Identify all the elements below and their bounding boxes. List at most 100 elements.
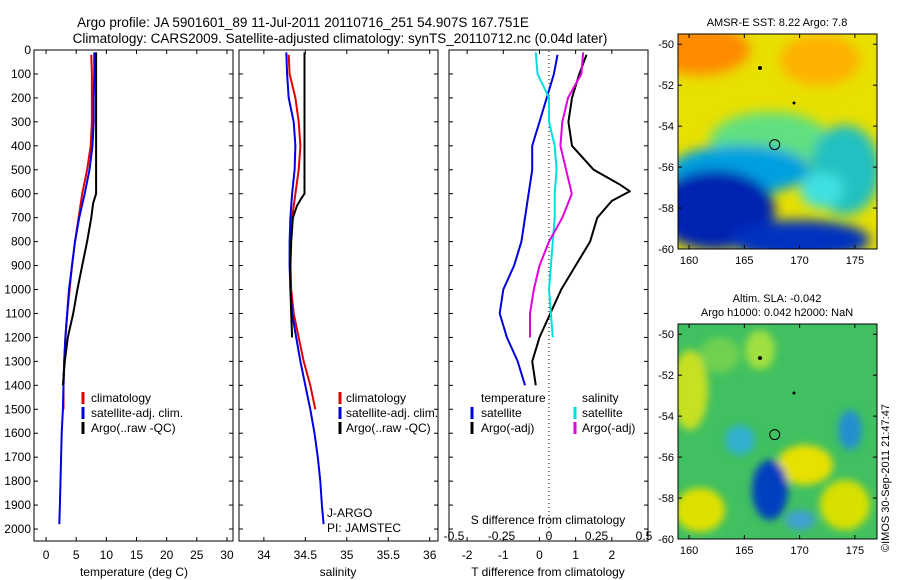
temperature-series (58, 52, 98, 525)
legend-group-salinity: salinity (582, 391, 619, 405)
sla-field (678, 324, 877, 539)
x-tick-label: 25 (190, 548, 204, 562)
x-tick-label: 34 (257, 548, 271, 562)
depth-tick-label: 200 (11, 91, 31, 105)
sst-eddy (800, 172, 844, 208)
map-y-tick-label: -60 (658, 534, 674, 546)
map-y-tick-label: -54 (658, 411, 674, 423)
sla-float-track-1 (758, 356, 762, 360)
sla-map-title: Altim. SLA: -0.042 (733, 293, 822, 305)
depth-tick-label: 1100 (5, 306, 31, 320)
map-y-tick-label: -52 (658, 80, 674, 92)
sst-cold-south (730, 220, 870, 249)
map-x-tick-label: 175 (846, 255, 864, 267)
series-line-argo (531, 54, 631, 386)
depth-tick-label: 600 (11, 187, 31, 201)
sst-map-frame (677, 33, 878, 250)
series-line-argo (289, 52, 306, 338)
sst-map-title: AMSR-E SST: 8.22 Argo: 7.8 (707, 17, 848, 29)
sst-float-track-1 (758, 66, 762, 70)
salinity-plot-frame (238, 49, 439, 542)
sst-map-axes: 160 165 170 175 -50 -52 -54 -56 -58 -60 (658, 34, 877, 267)
legend-label-argo: Argo(..raw -QC) (91, 421, 176, 435)
x-tick-label: 30 (220, 548, 234, 562)
salinity-depth-ticks (239, 49, 438, 530)
s-diff-tick-label: 0.5 (636, 529, 653, 543)
depth-tick-label: 1900 (4, 498, 31, 512)
s-diff-tick-label: 0.25 (585, 529, 609, 543)
temperature-xlabel: temperature (deg C) (80, 565, 188, 579)
temperature-panel: 0100200300400500600700800900100011001200… (4, 43, 234, 579)
depth-tick-label: 1800 (4, 474, 31, 488)
x-tick-label: 2 (608, 548, 615, 562)
series-line-satellite (498, 54, 559, 386)
map-y-tick-label: -56 (658, 162, 674, 174)
depth-tick-label: 1300 (4, 354, 31, 368)
legend-label-climatology: climatology (346, 391, 406, 405)
x-tick-label: 36 (423, 548, 437, 562)
figure-title: Argo profile: JA 5901601_89 11-Jul-2011 … (77, 15, 529, 30)
depth-tick-label: 1200 (4, 330, 31, 344)
depth-tick-label: 700 (11, 211, 31, 225)
sla-low-3 (838, 410, 862, 450)
legend-label-satellite: satellite-adj. clim. (346, 406, 438, 420)
map-y-tick-label: -58 (658, 203, 674, 215)
depth-tick-label: 500 (11, 163, 31, 177)
sla-argo-location-marker (769, 429, 781, 441)
temperature-legend: climatology satellite-adj. clim. Argo(..… (81, 391, 183, 435)
x-tick-label: 1 (572, 548, 579, 562)
x-tick-label: -2 (462, 548, 473, 562)
depth-tick-label: 300 (11, 115, 31, 129)
s-diff-tick-label: -0.25 (488, 529, 516, 543)
map-x-tick-label: 170 (790, 255, 808, 267)
depth-tick-label: 1700 (4, 450, 31, 464)
legend-group-temperature: temperature (481, 391, 546, 405)
map-y-tick-label: -52 (658, 370, 674, 382)
sst-warm-patch (780, 35, 860, 85)
s-difference-label: S difference from climatology (471, 513, 626, 527)
sla-high-5 (820, 480, 870, 530)
salinity-x-axis: 34 34.5 35 35.5 36 (257, 50, 437, 562)
map-y-tick-label: -54 (658, 121, 674, 133)
sla-high-1 (678, 350, 708, 430)
legend-label-t-argo: Argo(-adj) (481, 421, 534, 435)
series-line-satellite (58, 52, 96, 525)
map-y-tick-label: -50 (658, 329, 674, 341)
sla-float-track-2 (792, 391, 796, 395)
depth-tick-label: 100 (11, 67, 31, 81)
x-tick-label: 35.5 (377, 548, 401, 562)
sla-map-frame (677, 323, 878, 540)
depth-tick-label: 0 (24, 43, 31, 57)
depth-axis: 0 100 200 300 400 500 600 700 800 900 1000 1100 1200… (4, 43, 233, 536)
figure-subtitle: Climatology: CARS2009. Satellite-adjuste… (73, 31, 608, 46)
x-tick-label: -1 (498, 548, 509, 562)
x-tick-label: 15 (130, 548, 144, 562)
salinity-panel: 34 34.5 35 35.5 36 salinity climatology sate… (238, 49, 439, 579)
t-difference-label: T difference from climatology (471, 565, 625, 579)
x-tick-label: 10 (100, 548, 114, 562)
map-y-tick-label: -58 (658, 493, 674, 505)
legend-label-satellite: satellite-adj. clim. (91, 406, 183, 420)
temperature-plot-frame (33, 49, 234, 542)
sla-low-2 (752, 460, 788, 520)
depth-tick-label: 1600 (4, 426, 31, 440)
salinity-annotation-program: J-ARGO (327, 506, 372, 520)
map-y-tick-label: -50 (658, 39, 674, 51)
map-x-tick-label: 170 (790, 545, 808, 557)
sla-map-subtitle: Argo h1000: 0.042 h2000: NaN (701, 307, 853, 319)
depth-tick-label: 1400 (4, 378, 31, 392)
s-difference-ticks: -0.5 -0.25 0 0.25 0.5 (444, 529, 653, 543)
difference-depth-ticks (449, 49, 648, 530)
imos-timestamp: ©IMOS 30-Sep-2011 21:47:47 (880, 404, 892, 552)
difference-series (498, 52, 631, 386)
map-y-tick-label: -56 (658, 452, 674, 464)
legend-label-s-satellite: satellite (582, 406, 623, 420)
map-x-tick-label: 165 (735, 545, 753, 557)
sst-warm-core (678, 34, 750, 75)
depth-tick-label: 900 (11, 259, 31, 273)
x-tick-label: 20 (160, 548, 174, 562)
salinity-series (285, 52, 325, 525)
map-x-tick-label: 165 (735, 255, 753, 267)
series-line-argo (61, 52, 98, 386)
sla-high-2 (745, 330, 775, 370)
